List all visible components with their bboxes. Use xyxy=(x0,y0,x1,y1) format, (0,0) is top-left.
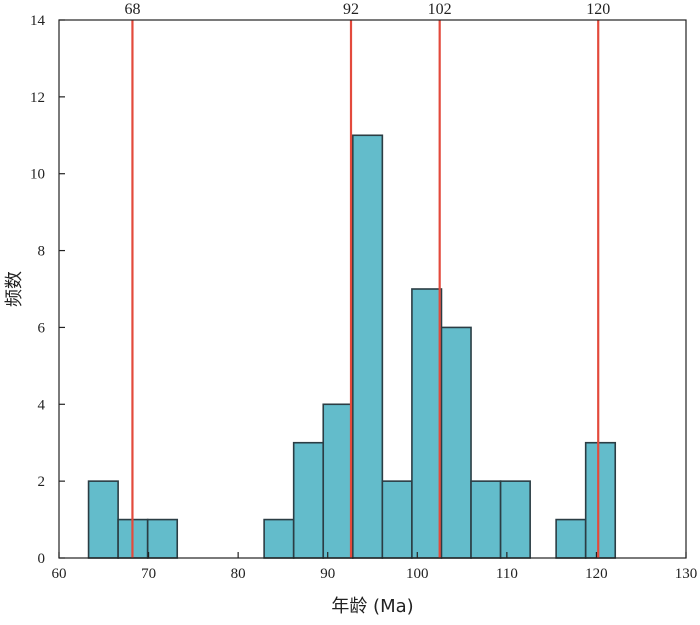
y-tick-label: 0 xyxy=(38,551,46,567)
histogram-bar-13 xyxy=(555,518,587,559)
x-axis-label: 年龄 (Ma) xyxy=(331,596,413,617)
x-tick-label: 60 xyxy=(52,566,67,582)
y-tick-label: 6 xyxy=(38,320,46,336)
reference-line-label-68: 68 xyxy=(124,1,140,18)
x-tick-label: 120 xyxy=(585,566,608,582)
reference-line-label-102: 102 xyxy=(428,1,452,18)
x-tick-label: 80 xyxy=(231,566,246,582)
histogram-bar-9 xyxy=(411,288,443,559)
histogram-bar-6 xyxy=(322,403,354,559)
y-tick-label: 12 xyxy=(30,90,45,106)
x-tick-label: 130 xyxy=(675,566,698,582)
x-tick-label: 100 xyxy=(406,566,429,582)
reference-lines-layer: 68 92 102 120 xyxy=(124,1,610,558)
plot-frame xyxy=(58,19,687,559)
x-tick-label: 110 xyxy=(496,566,518,582)
y-axis: 0 2 4 6 8 10 12 14 xyxy=(30,13,65,567)
histogram-bar-3 xyxy=(146,518,179,559)
histogram-bar-12 xyxy=(499,480,531,559)
histogram-bar-10 xyxy=(440,326,472,559)
y-tick-label: 10 xyxy=(30,167,45,183)
histogram-bar-14 xyxy=(584,441,617,559)
x-axis: 60 70 80 90 100 110 120 130 xyxy=(52,552,698,582)
x-tick-label: 70 xyxy=(141,566,156,582)
reference-line-label-92: 92 xyxy=(343,1,359,18)
histogram-bar-7 xyxy=(351,134,384,559)
histogram-bar-4 xyxy=(263,518,295,559)
y-tick-label: 14 xyxy=(30,13,46,29)
x-tick-label: 90 xyxy=(320,566,335,582)
histogram-bar-5 xyxy=(292,441,325,559)
y-tick-label: 4 xyxy=(38,397,46,413)
y-tick-label: 2 xyxy=(38,474,46,490)
y-tick-label: 8 xyxy=(38,244,46,260)
histogram-bar-11 xyxy=(470,480,502,559)
histogram-bar-1 xyxy=(87,480,119,559)
reference-line-label-120: 120 xyxy=(586,1,610,18)
histogram-bar-8 xyxy=(381,480,413,559)
y-axis-label: 频数 xyxy=(4,271,25,307)
